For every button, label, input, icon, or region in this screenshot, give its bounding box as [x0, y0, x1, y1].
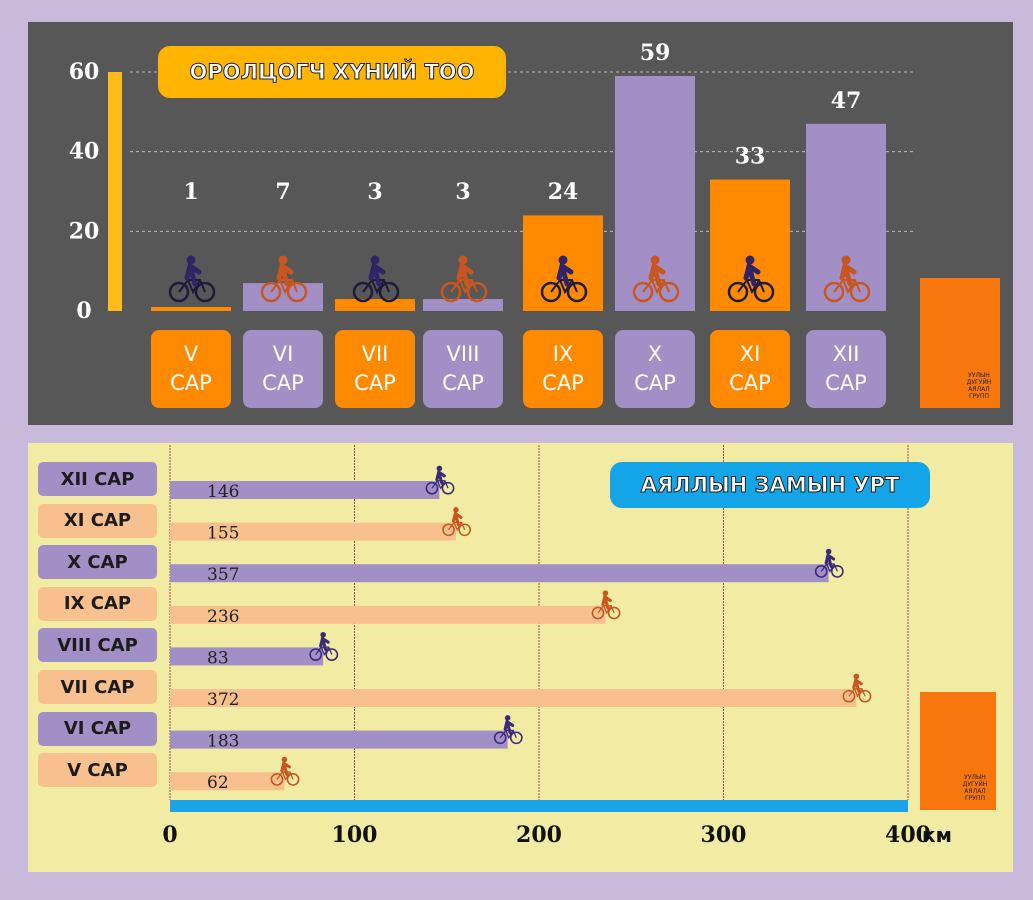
- bar: [170, 647, 324, 666]
- category-box: XI САР: [710, 330, 790, 408]
- bar: [806, 123, 886, 312]
- x-axis-bar: [170, 800, 908, 812]
- logo-text: УУЛЫН ДУГУЙН АЯЛАЛ ГРУПП: [966, 372, 992, 400]
- y-tick-label: 40: [69, 139, 100, 165]
- value-label: 183: [207, 732, 239, 752]
- category-box: VII САР: [38, 670, 157, 704]
- bike-icon: [727, 255, 775, 303]
- bike-icon: [425, 465, 455, 495]
- value-label: 7: [275, 179, 290, 205]
- value-label: 59: [640, 40, 671, 66]
- bike-icon: [442, 507, 472, 537]
- bike-icon: [440, 255, 488, 303]
- bar: [170, 522, 456, 541]
- bar: [151, 307, 231, 311]
- bike-icon: [352, 255, 400, 303]
- x-tick-label: 100: [332, 822, 378, 848]
- value-label: 1: [183, 179, 198, 205]
- value-label: 62: [207, 773, 229, 793]
- category-box: VIII САР: [423, 330, 503, 408]
- logo: УУЛЫН ДУГУЙН АЯЛАЛ ГРУПП: [920, 278, 1000, 408]
- value-label: 3: [455, 179, 470, 205]
- bike-icon: [540, 255, 588, 303]
- label-text: VI САР: [262, 342, 304, 395]
- category-box: VI САР: [243, 330, 323, 408]
- bar: [170, 730, 508, 749]
- value-label: 372: [207, 690, 239, 710]
- label-text: VII САР: [354, 342, 396, 395]
- bike-icon: [823, 255, 871, 303]
- value-label: 155: [207, 524, 239, 544]
- category-box: X САР: [615, 330, 695, 408]
- label-text: IX САР: [542, 342, 584, 395]
- y-tick-label: 0: [76, 298, 91, 324]
- category-box: XII САР: [38, 462, 157, 496]
- bike-icon: [270, 756, 300, 786]
- bike-icon: [168, 255, 216, 303]
- bar: [170, 564, 829, 583]
- label-text: V САР: [170, 342, 212, 395]
- category-box: VIII САР: [38, 628, 157, 663]
- bike-icon: [309, 631, 339, 661]
- chart-title: АЯЛЛЫН ЗАМЫН УРТ: [610, 462, 930, 508]
- bar: [170, 481, 440, 499]
- x-tick-label: 300: [701, 822, 747, 848]
- value-label: 3: [367, 179, 382, 205]
- bike-icon: [260, 255, 308, 303]
- x-tick-label: 200: [516, 822, 562, 848]
- label-text: XII САР: [825, 342, 867, 395]
- value-label: 357: [207, 565, 239, 585]
- bike-icon: [493, 715, 523, 745]
- value-label: 236: [207, 607, 239, 627]
- category-box: IX САР: [38, 586, 157, 621]
- category-box: VI САР: [38, 711, 157, 746]
- y-axis-bar: [108, 72, 122, 311]
- category-box: IX САР: [523, 330, 603, 408]
- value-label: 47: [831, 88, 862, 114]
- bar: [710, 179, 790, 311]
- category-box: V САР: [38, 753, 157, 788]
- bar: [170, 689, 857, 707]
- bar: [423, 299, 503, 311]
- category-box: V САР: [151, 330, 231, 408]
- value-label: 33: [735, 144, 766, 170]
- bike-icon: [591, 590, 621, 620]
- category-box: VII САР: [335, 330, 415, 408]
- bar: [335, 299, 415, 311]
- bike-icon: [632, 255, 680, 303]
- y-tick-label: 60: [69, 59, 100, 85]
- x-axis-label: км: [922, 823, 952, 847]
- logo: УУЛЫН ДУГУЙН АЯЛАЛ ГРУПП: [920, 692, 996, 810]
- value-label: 83: [207, 648, 229, 668]
- value-label: 24: [548, 179, 579, 205]
- category-box: XI САР: [38, 503, 157, 538]
- label-text: X САР: [634, 342, 676, 395]
- bar: [170, 772, 285, 791]
- y-tick-label: 20: [69, 218, 100, 244]
- bike-icon: [814, 548, 844, 578]
- label-text: XI САР: [729, 342, 771, 395]
- bar: [170, 605, 606, 624]
- label-text: VIII САР: [442, 342, 484, 395]
- category-box: X САР: [38, 545, 157, 580]
- value-label: 146: [207, 482, 239, 502]
- x-tick-label: 0: [162, 822, 177, 848]
- bike-icon: [842, 673, 872, 703]
- chart-title: ОРОЛЦОГЧ ХҮНИЙ ТОО: [158, 46, 506, 98]
- logo-text: УУЛЫН ДУГУЙН АЯЛАЛ ГРУПП: [962, 774, 988, 802]
- x-tick-label: 400: [885, 822, 931, 848]
- category-box: XII САР: [806, 330, 886, 408]
